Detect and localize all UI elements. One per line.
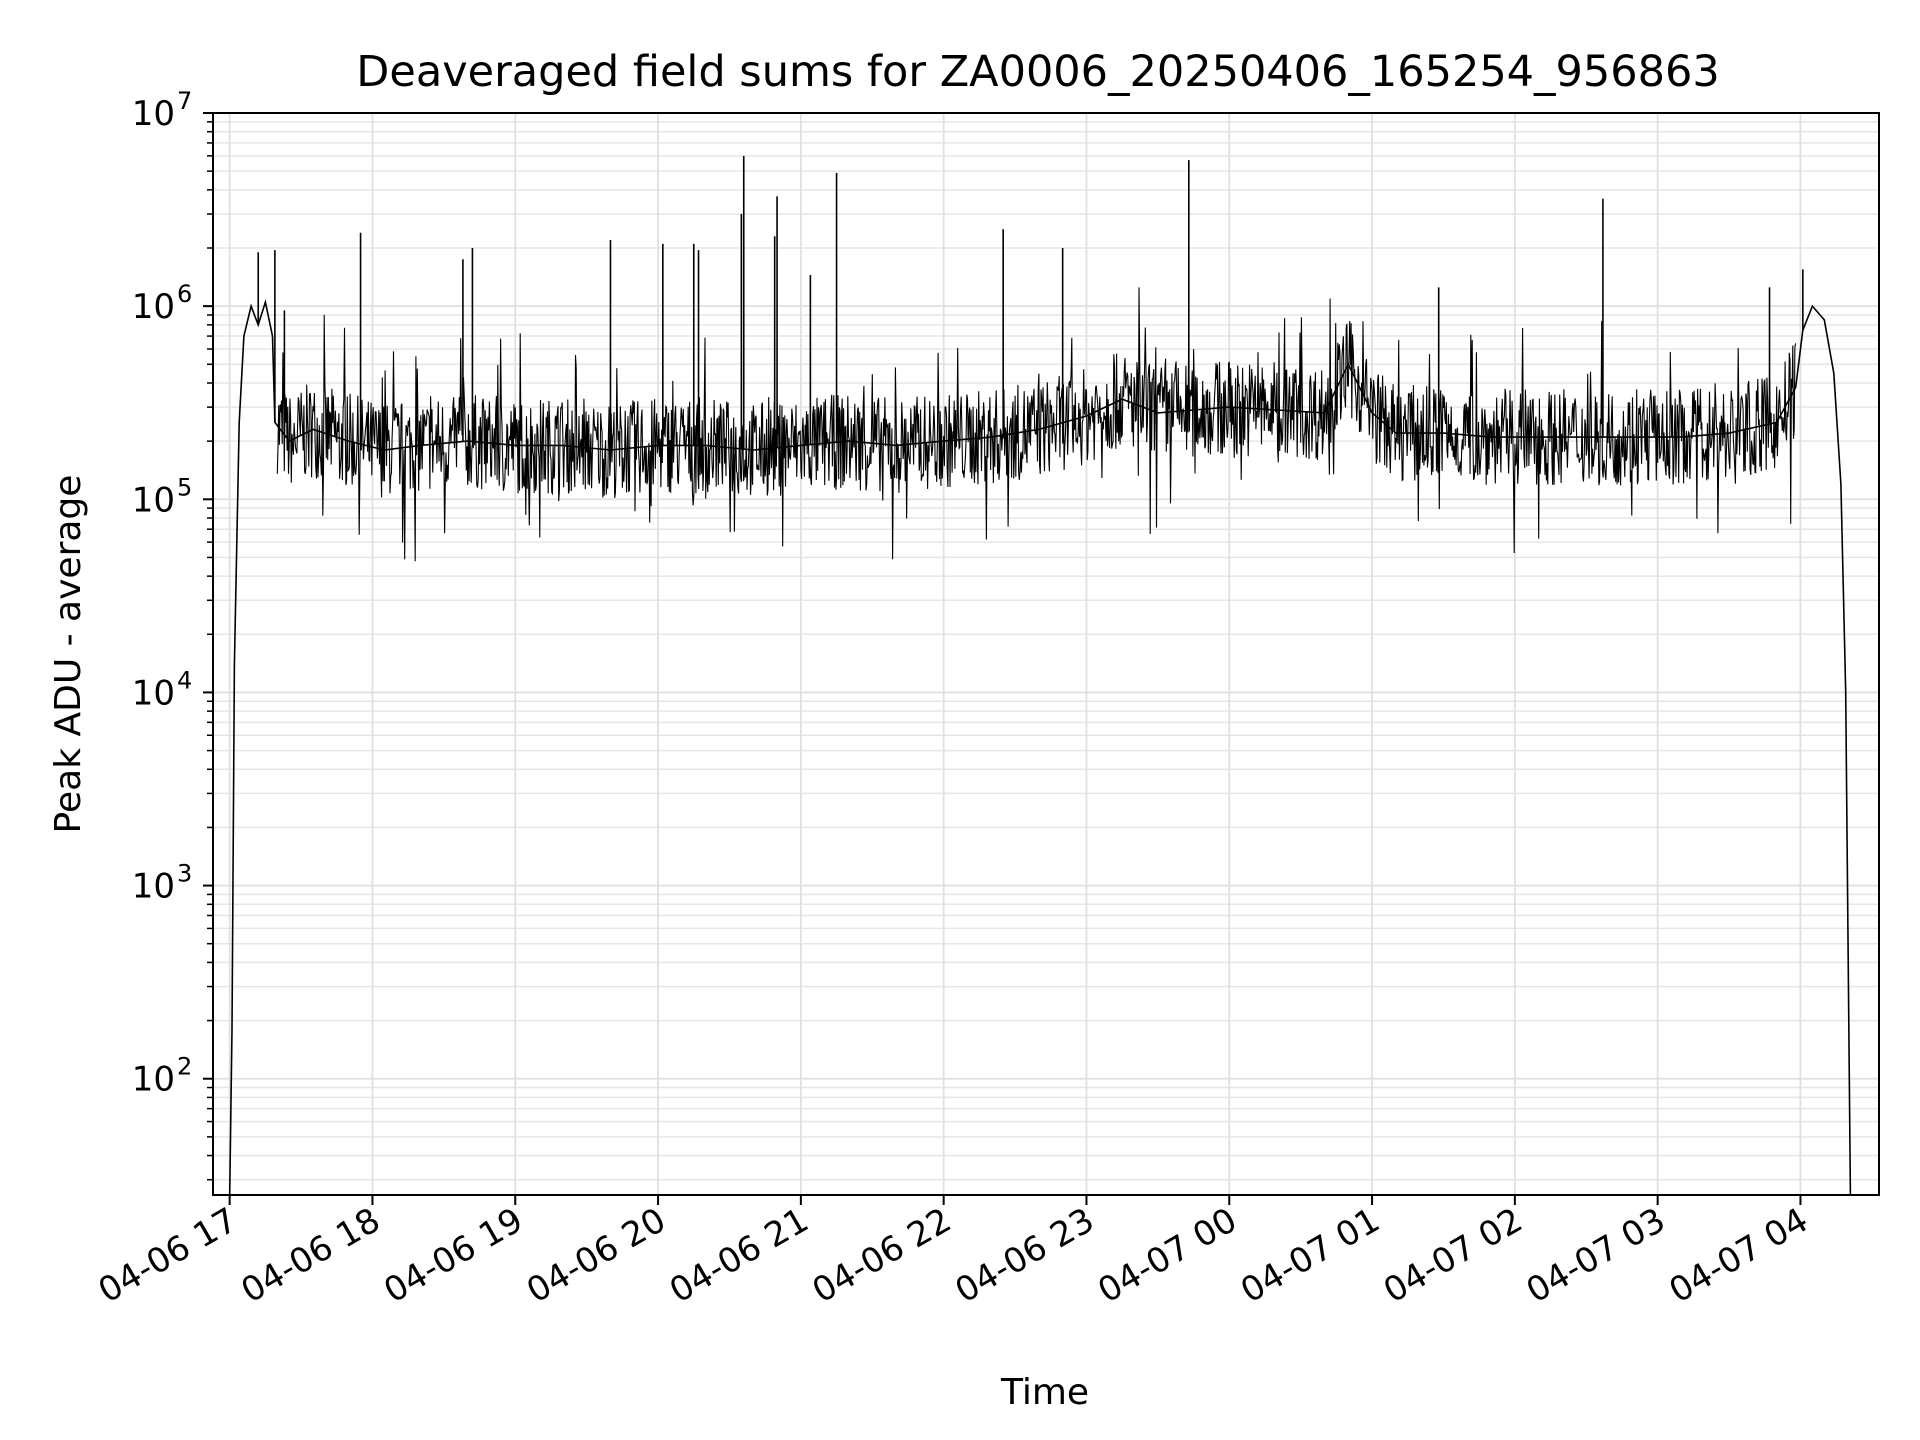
data-series	[228, 155, 1852, 1195]
major-gridlines	[213, 112, 1879, 1195]
y-axis-label: Peak ADU - average	[48, 475, 89, 834]
y-tick-exponent: 7	[177, 87, 192, 115]
y-tick-exponent: 4	[177, 666, 192, 694]
y-tick-label: 10	[132, 287, 175, 327]
y-tick-label: 10	[132, 867, 175, 907]
y-tick-exponent: 5	[177, 473, 192, 501]
chart-title: Deaveraged field sums for ZA0006_2025040…	[356, 47, 1719, 97]
plot-background	[213, 113, 1879, 1195]
series-noise	[276, 287, 1797, 562]
y-tick-exponent: 2	[177, 1053, 192, 1081]
x-axis-label: Time	[1000, 1372, 1089, 1413]
y-tick-label: 10	[132, 673, 175, 713]
plot-frame	[212, 112, 1880, 1196]
y-tick-label: 10	[132, 1060, 175, 1100]
y-tick-label: 10	[132, 94, 175, 134]
y-tick-label: 10	[132, 480, 175, 520]
y-tick-exponent: 6	[177, 280, 192, 308]
y-tick-exponent: 3	[177, 860, 192, 888]
plot-area	[212, 112, 1880, 1196]
